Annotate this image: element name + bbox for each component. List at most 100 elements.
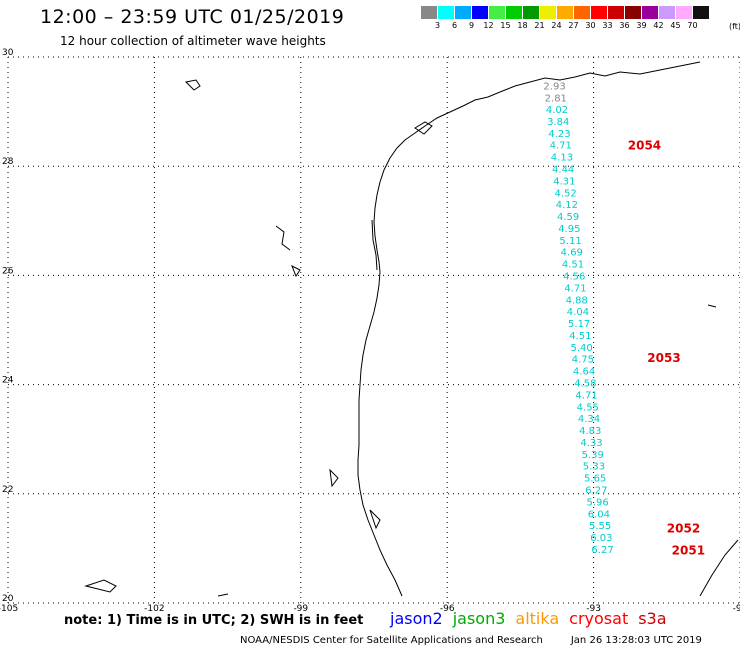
legend-swatch — [421, 6, 438, 19]
latitude-label: 20 — [2, 594, 14, 604]
wave-height-value: 4.58 — [574, 378, 596, 389]
island-shape — [275, 225, 291, 251]
latitude-label: 28 — [2, 157, 14, 167]
island-shape — [291, 264, 301, 278]
gulf-coastline — [357, 61, 701, 597]
legend-swatch — [625, 6, 642, 19]
legend-swatch — [489, 6, 506, 19]
legend-swatch — [506, 6, 523, 19]
wave-height-value: 4.12 — [556, 200, 578, 211]
footer-timestamp: Jan 26 13:28:03 UTC 2019 — [570, 635, 702, 646]
legend-tick-label: 15 — [500, 21, 511, 30]
note-text: note: 1) Time is in UTC; 2) SWH is in fe… — [64, 613, 364, 628]
wave-height-value: 6.03 — [590, 533, 612, 544]
wave-height-value: 5.96 — [587, 497, 609, 508]
island-shape — [707, 304, 717, 308]
wave-height-value: 4.59 — [557, 212, 579, 223]
legend-swatch — [523, 6, 540, 19]
wave-height-value: 4.69 — [561, 247, 583, 258]
island-shape — [329, 468, 339, 488]
wave-height-value: 4.55 — [577, 402, 599, 413]
wave-height-value: 4.51 — [569, 331, 591, 342]
legend-swatches — [421, 6, 710, 19]
legend-swatch — [676, 6, 693, 19]
satellite-jason3: jason3 — [452, 609, 506, 628]
wave-height-value: 4.95 — [558, 224, 580, 235]
coastline — [357, 61, 739, 597]
bay-outline — [414, 121, 433, 135]
map-title: 12:00 – 23:59 UTC 01/25/2019 — [40, 6, 345, 28]
latitude-label: 22 — [2, 485, 13, 495]
wave-height-value: 4.71 — [575, 390, 597, 401]
wave-height-value: 2.93 — [543, 81, 565, 92]
legend-tick-label: 70 — [687, 21, 698, 30]
wave-height-value: 4.88 — [566, 295, 588, 306]
legend-tick-label: 27 — [568, 21, 579, 30]
legend-tick-label: 33 — [602, 21, 613, 30]
legend-tick-label: 9 — [468, 21, 475, 30]
wave-height-value: 4.75 — [572, 354, 594, 365]
latitude-labels: 30 28 26 24 22 20 — [2, 48, 14, 604]
satellite-altika: altika — [515, 609, 560, 628]
legend-swatch — [574, 6, 591, 19]
wave-height-value: 4.23 — [548, 129, 570, 140]
legend-tick-label: 18 — [517, 21, 528, 30]
wave-height-value: 5.65 — [584, 473, 606, 484]
legend-tick-label: 24 — [551, 21, 562, 30]
longitude-label: -93 — [586, 604, 601, 614]
legend-tick-label: 3 — [434, 21, 441, 30]
pass-number: 2051 — [672, 543, 705, 557]
legend-swatch — [608, 6, 625, 19]
wave-height-value: 4.13 — [551, 152, 573, 163]
longitude-label: -102 — [144, 604, 164, 614]
wave-height-value: 6.04 — [588, 509, 610, 520]
legend-unit: (ft) — [729, 22, 740, 31]
legend-tick-label: 36 — [619, 21, 630, 30]
longitude-label: -99 — [293, 604, 308, 614]
island-marks — [84, 79, 717, 597]
pass-number: 2052 — [667, 522, 700, 536]
legend-swatch — [659, 6, 676, 19]
wave-height-value: 6.27 — [591, 545, 613, 556]
longitude-label: -96 — [440, 604, 455, 614]
wave-height-value: 5.33 — [583, 461, 605, 472]
wave-height-value: 3.84 — [547, 117, 569, 128]
legend-tick-label: 30 — [585, 21, 596, 30]
longitude-label: -90 — [733, 604, 740, 614]
latitude-label: 30 — [2, 48, 14, 58]
island-shape — [84, 579, 117, 593]
footer-source: NOAA/NESDIS Center for Satellite Applica… — [240, 635, 543, 646]
latitude-label: 24 — [2, 376, 14, 386]
wave-height-value: 4.02 — [546, 105, 568, 116]
wave-height-readings: 2.932.814.023.844.234.714.134.444.314.52… — [543, 81, 613, 556]
longitude-label: -105 — [0, 604, 18, 614]
pass-number: 2053 — [647, 351, 680, 365]
legend-tick-label: 6 — [451, 21, 458, 30]
wave-height-value: 4.64 — [573, 366, 595, 377]
wave-height-value: 4.56 — [563, 271, 585, 282]
map-subtitle: 12 hour collection of altimeter wave hei… — [60, 34, 326, 48]
legend-ticks: 3 6 9 12 15 18 21 24 27 30 33 36 39 42 45 70 — [421, 21, 710, 30]
wave-height-value: 6.27 — [585, 485, 607, 496]
wave-height-value: 5.17 — [568, 319, 590, 330]
legend-swatch — [693, 6, 710, 19]
wave-height-value: 4.31 — [553, 176, 575, 187]
legend-tick-label: 21 — [534, 21, 545, 30]
longitude-labels: -105 -102 -99 -96 -93 -90 — [0, 604, 740, 614]
legend-tick-label: 42 — [653, 21, 664, 30]
wave-height-value: 4.51 — [562, 259, 584, 270]
wave-height-value: 4.04 — [567, 307, 589, 318]
footer: NOAA/NESDIS Center for Satellite Applica… — [240, 635, 702, 646]
pass-number: 2054 — [628, 138, 661, 152]
barrier-island — [371, 219, 378, 271]
wave-height-value: 4.34 — [578, 414, 600, 425]
legend-swatch — [591, 6, 608, 19]
pass-labels: 2054 2053 2052 2051 — [628, 138, 705, 557]
yucatan-coast — [699, 539, 739, 597]
legend-tick-label: 12 — [483, 21, 494, 30]
legend-swatch — [557, 6, 574, 19]
legend-swatch — [642, 6, 659, 19]
legend-swatch — [455, 6, 472, 19]
color-legend: 3 6 9 12 15 18 21 24 27 30 33 36 39 42 45 70 (ft) — [421, 6, 740, 31]
satellite-cryosat: cryosat — [569, 609, 629, 628]
